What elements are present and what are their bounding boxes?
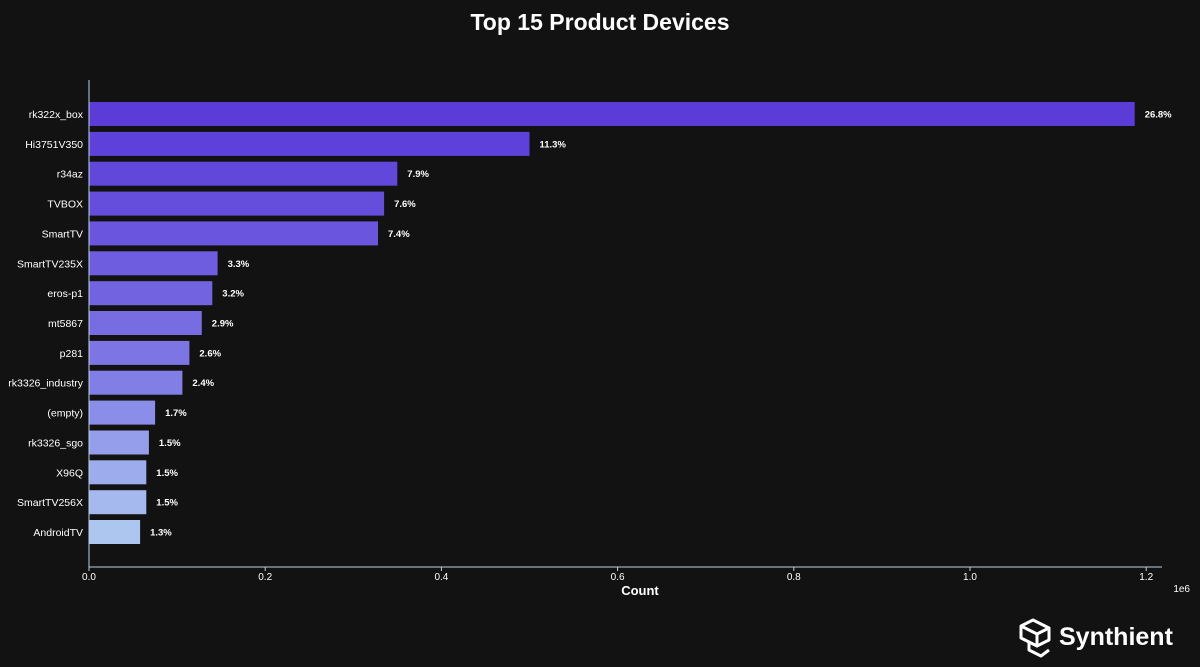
y-tick-label: rk322x_box — [29, 109, 84, 121]
y-tick-label: eros-p1 — [47, 288, 83, 300]
data-labels: 26.8% 11.3% 7.9% 7.6% 7.4% 3.3% 3.2% 2.9% 2.6% 2.… — [150, 110, 1172, 539]
bar — [89, 430, 149, 455]
brand-name: Synthient — [1059, 623, 1174, 651]
bar — [89, 490, 147, 515]
data-label: 2.9% — [212, 319, 234, 330]
y-tick-label: (empty) — [47, 408, 83, 420]
data-label: 1.5% — [159, 438, 181, 449]
y-tick-label: SmartTV256X — [17, 497, 83, 509]
y-tick-label: rk3326_sgo — [28, 438, 83, 450]
y-tick-label: p281 — [60, 348, 84, 360]
bar — [89, 161, 398, 186]
bar — [89, 520, 141, 544]
x-tick-label: 0.8 — [787, 572, 801, 583]
y-tick-labels: rk322x_box Hi3751V350 r34az TVBOX SmartTV Sma… — [8, 109, 83, 539]
data-label: 11.3% — [540, 139, 567, 150]
brand-logo: Synthient — [1019, 618, 1174, 658]
x-tick-label: 1.0 — [963, 572, 977, 583]
data-label: 1.5% — [156, 468, 178, 479]
data-label: 3.3% — [228, 259, 250, 270]
x-tick-label: 0.6 — [611, 572, 625, 583]
chart-title: Top 15 Product Devices — [470, 9, 729, 35]
y-tick-label: mt5867 — [48, 318, 83, 330]
bar — [89, 311, 202, 335]
x-axis-label: Count — [621, 583, 659, 598]
y-tick-label: TVBOX — [47, 199, 83, 211]
data-label: 7.6% — [394, 199, 416, 210]
bar — [89, 251, 218, 276]
data-label: 2.6% — [199, 348, 221, 359]
bar — [89, 131, 530, 156]
bar — [89, 221, 378, 246]
x-tick-label: 0.0 — [82, 572, 96, 583]
y-tick-label: X96Q — [56, 467, 83, 479]
y-tick-label: rk3326_industry — [8, 378, 83, 390]
bar — [89, 281, 213, 306]
y-tick-label: r34az — [57, 169, 83, 181]
x-tick-label: 0.2 — [258, 572, 272, 583]
synthient-logo-icon — [1019, 618, 1051, 658]
bar — [89, 370, 183, 395]
bar — [89, 191, 385, 216]
bar — [89, 102, 1135, 126]
y-tick-label: Hi3751V350 — [25, 139, 83, 151]
y-tick-label: AndroidTV — [33, 527, 83, 539]
y-tick-label: SmartTV235X — [17, 258, 83, 270]
bar — [89, 340, 190, 365]
data-label: 3.2% — [222, 289, 244, 300]
bar — [89, 400, 156, 425]
y-tick-label: SmartTV — [42, 228, 83, 240]
data-label: 2.4% — [192, 378, 214, 389]
data-label: 26.8% — [1145, 110, 1172, 121]
data-label: 1.5% — [156, 498, 178, 509]
data-label: 1.3% — [150, 528, 172, 539]
data-label: 1.7% — [165, 408, 187, 419]
x-axis-scale-label: 1e6 — [1173, 584, 1190, 595]
data-label: 7.4% — [388, 229, 410, 240]
bars-group — [89, 102, 1135, 544]
data-label: 7.9% — [407, 169, 429, 180]
x-tick-label: 1.2 — [1139, 572, 1153, 583]
x-ticks: 0.0 0.2 0.4 0.6 0.8 1.0 1.2 — [82, 567, 1154, 583]
bar — [89, 460, 147, 485]
x-tick-label: 0.4 — [434, 572, 448, 583]
